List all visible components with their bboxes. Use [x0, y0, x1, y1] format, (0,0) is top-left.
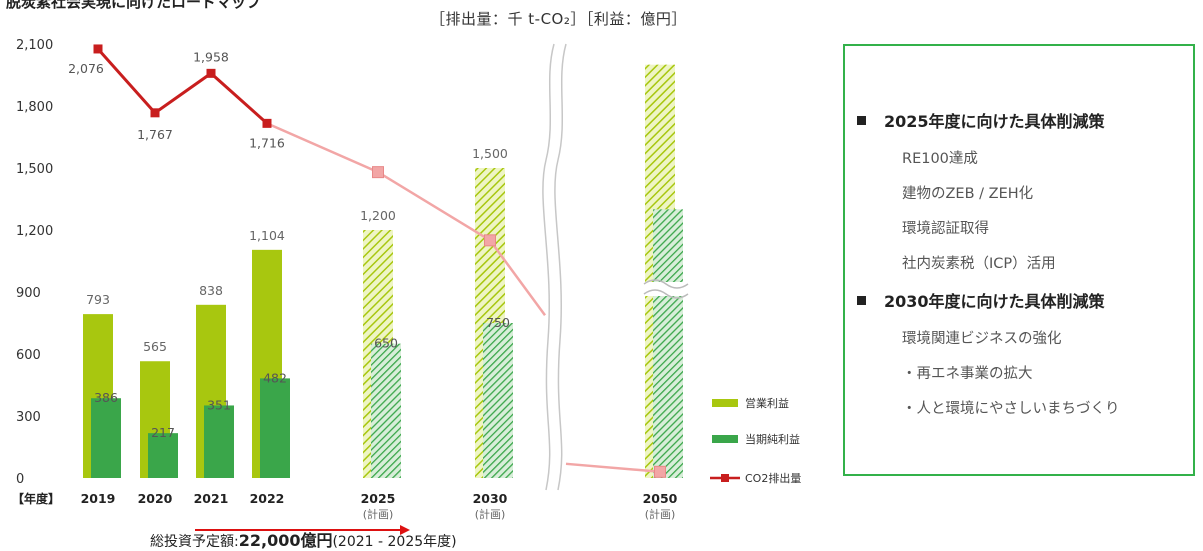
y-tick-label: 1,200 [16, 224, 53, 239]
square-bullet-icon [857, 295, 866, 305]
net-profit-bar [260, 378, 290, 478]
x-tick-sublabel: (計画) [475, 507, 506, 521]
x-tick-label: 2019 [81, 491, 116, 506]
bar-break-wave [643, 289, 689, 299]
data-labels: 793 386 565 217 838 351 1,104 482 1,200 650 1,500 7… [68, 49, 510, 440]
bar-break-wave [643, 279, 689, 289]
list-item: 環境関連ビジネスの強化 [902, 331, 1062, 347]
co2-marker [262, 118, 272, 128]
y-tick-label: 1,800 [16, 100, 53, 115]
investment-amount: 22,000億円 [238, 531, 333, 550]
x-tick-label: 2020 [138, 491, 173, 506]
axis-break [542, 43, 689, 491]
net-profit-label: 482 [263, 370, 287, 385]
co2-marker [372, 166, 384, 179]
x-tick-label: 2050 [643, 491, 678, 506]
co2-marker [206, 68, 216, 78]
measures-panel: 2025年度に向けた具体削減策 RE100達成 建物のZEB / ZEH化 環境… [843, 44, 1195, 476]
section-2025-heading: 2025年度に向けた具体削減策 [857, 108, 1105, 132]
net-profit-bar [483, 323, 513, 478]
list-item: 環境認証取得 [902, 221, 989, 237]
co2-label: 1,716 [249, 135, 285, 150]
net-profit-label: 217 [151, 425, 175, 440]
co2-line [93, 44, 666, 478]
partial-title: 脱炭素社会実現に向けたロードマップ [6, 0, 262, 11]
co2-marker [484, 234, 496, 247]
y-tick-label: 900 [16, 286, 41, 301]
legend-label-operating-profit: 営業利益 [745, 396, 789, 410]
units-label: ［排出量：千 t-CO₂］［利益：億円］ [430, 10, 687, 28]
section-2030-title: 2030年度に向けた具体削減策 [884, 292, 1105, 311]
co2-label: 1,767 [137, 127, 173, 142]
co2-plan-line [266, 122, 547, 316]
y-tick-label: 0 [16, 472, 24, 487]
legend-marker-co2 [721, 474, 729, 482]
operating-profit-label: 1,500 [472, 146, 508, 161]
list-item: RE100達成 [902, 151, 978, 167]
bars [83, 64, 683, 479]
operating-profit-label: 838 [199, 283, 223, 298]
list-item: ・再エネ事業の拡大 [902, 366, 1033, 382]
x-axis: 【年度】 2019 2020 2021 2022 2025(計画)2030(計画)2050… [12, 491, 678, 521]
x-tick-sublabel: (計画) [645, 507, 676, 521]
co2-plan-line [565, 462, 661, 474]
section-2025-title: 2025年度に向けた具体削減策 [884, 112, 1105, 131]
co2-actual-line [96, 47, 268, 125]
y-tick-label: 2,100 [16, 38, 53, 53]
x-tick-sublabel: (計画) [363, 507, 394, 521]
investment-arrow [195, 525, 410, 535]
net-profit-label: 750 [486, 315, 510, 330]
investment-note: 総投資予定額:22,000億円(2021 - 2025年度) [150, 527, 457, 551]
axis-break-line [554, 43, 567, 491]
square-bullet-icon [857, 115, 866, 125]
co2-marker [93, 44, 103, 54]
legend-swatch-operating-profit [712, 399, 738, 407]
operating-profit-label: 793 [86, 292, 110, 307]
y-tick-label: 300 [16, 410, 41, 425]
x-tick-label: 2030 [473, 491, 508, 506]
legend-swatch-net-profit [712, 435, 738, 443]
x-axis-unit-label: 【年度】 [12, 491, 60, 506]
list-item: ・人と環境にやさしいまちづくり [902, 401, 1120, 417]
list-item: 建物のZEB / ZEH化 [902, 186, 1034, 202]
co2-marker [654, 465, 666, 478]
axis-break-line [542, 43, 555, 491]
co2-marker [150, 108, 160, 118]
y-axis: 0 300 600 900 1,200 1,500 1,800 2,100 [16, 38, 53, 487]
legend-label-co2: CO2排出量 [745, 471, 801, 485]
x-tick-label: 2025 [361, 491, 396, 506]
y-tick-label: 1,500 [16, 162, 53, 177]
net-profit-bar [204, 405, 234, 478]
net-profit-bar [148, 433, 178, 478]
operating-profit-label: 1,104 [249, 228, 285, 243]
net-profit-bar [653, 209, 683, 479]
operating-profit-label: 565 [143, 339, 167, 354]
net-profit-bar [91, 398, 121, 478]
operating-profit-label: 1,200 [360, 208, 396, 223]
legend-label-net-profit: 当期純利益 [745, 432, 800, 446]
x-tick-label: 2021 [194, 491, 229, 506]
section-2030-heading: 2030年度に向けた具体削減策 [857, 288, 1105, 312]
investment-period: (2021 - 2025年度) [332, 534, 457, 550]
co2-label: 1,958 [193, 49, 229, 64]
net-profit-label: 650 [374, 336, 398, 351]
net-profit-label: 386 [94, 390, 118, 405]
list-item: 社内炭素税（ICP）活用 [902, 256, 1056, 272]
y-tick-label: 600 [16, 348, 41, 363]
co2-label: 2,076 [68, 61, 104, 76]
bar-break-gap [644, 282, 688, 296]
net-profit-label: 351 [207, 397, 231, 412]
investment-label: 総投資予定額: [150, 534, 239, 550]
net-profit-bar [371, 343, 401, 478]
x-tick-label: 2022 [250, 491, 285, 506]
